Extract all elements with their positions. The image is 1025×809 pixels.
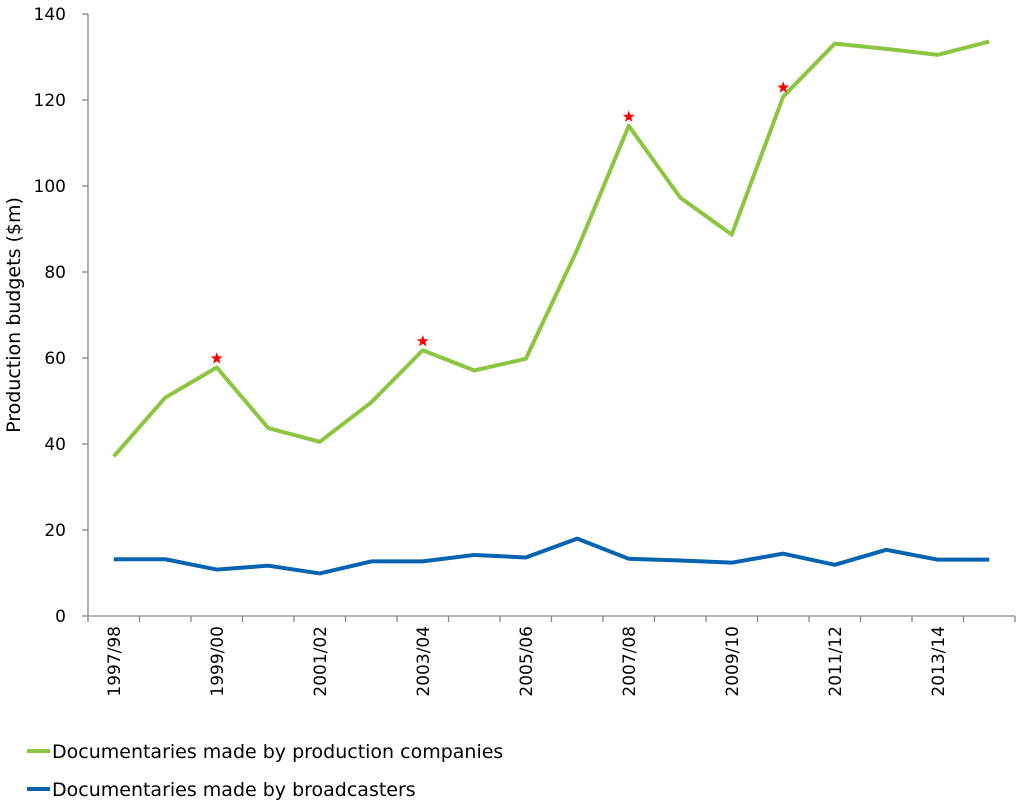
star-marker-icon: [623, 111, 635, 122]
x-tick-label: 2013/14: [929, 626, 949, 697]
x-tick-label: 2009/10: [723, 626, 743, 697]
y-tick-label: 0: [55, 607, 66, 627]
y-tick-label: 140: [34, 5, 66, 25]
star-marker-icon: [417, 335, 429, 346]
series-line-1: [114, 539, 990, 574]
x-tick-label: 1999/00: [208, 626, 228, 697]
y-tick-label: 60: [44, 349, 66, 369]
star-marker-icon: [211, 352, 223, 363]
x-tick-label: 2005/06: [517, 626, 537, 697]
y-tick-label: 120: [34, 91, 66, 111]
x-tick-label: 2001/02: [311, 626, 331, 697]
series-line-0: [114, 42, 990, 457]
x-tick-label: 2011/12: [826, 626, 846, 697]
legend-label: Documentaries made by production compani…: [52, 741, 503, 763]
x-tick-label: 2007/08: [620, 626, 640, 697]
x-tick-label: 1997/98: [105, 626, 125, 697]
x-tick-label: 2003/04: [414, 626, 434, 697]
legend-label: Documentaries made by broadcasters: [52, 779, 416, 801]
y-tick-label: 20: [44, 521, 66, 541]
y-tick-label: 80: [44, 263, 66, 283]
y-axis-label: Production budgets ($m): [3, 197, 25, 433]
y-tick-label: 100: [34, 177, 66, 197]
y-tick-label: 40: [44, 435, 66, 455]
